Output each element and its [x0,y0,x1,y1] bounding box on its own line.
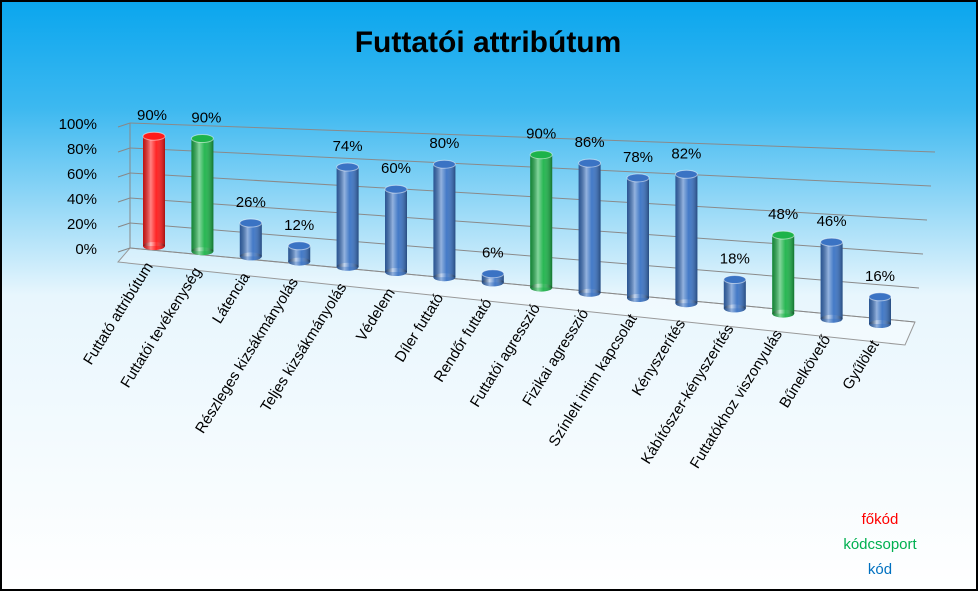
y-tick-label: 20% [67,216,97,233]
bar-shade [385,189,407,272]
value-label: 90% [191,109,221,126]
bar-bottom-shade [530,283,553,292]
bar-shade [627,177,649,298]
bar-top [190,134,214,144]
bar-top [432,159,456,169]
value-label: 74% [333,138,363,155]
bar-top [287,241,311,251]
y-tick-label: 100% [59,116,97,133]
value-label: 48% [768,206,798,223]
value-label: 26% [236,194,266,211]
bar-bottom-shade [288,257,311,266]
value-label: 16% [865,268,895,285]
y-tick-label: 0% [75,241,97,258]
bar-top [481,269,505,279]
value-label: 6% [482,245,504,262]
bar-top [142,131,166,141]
bar-top [771,230,795,240]
bar-bottom-shade [143,242,165,250]
bar-shade [239,223,262,257]
bar-bottom-shade [481,278,504,287]
value-label: 60% [381,160,411,177]
bar-shade [723,279,746,309]
value-label: 46% [817,213,847,230]
bar-bottom-shade [675,299,698,308]
bar-top [820,237,844,247]
legend-label: főkód [862,511,899,528]
bar-bottom-shade [627,294,649,302]
bar-bottom-shade [385,268,407,276]
bar-shade [675,174,698,304]
bar-bottom-shade [239,252,262,261]
bar-bottom-shade [578,288,601,297]
tick-mark [117,122,131,128]
bar-shade [336,167,359,267]
bar-bottom-shade [191,247,214,256]
value-label: 78% [623,149,653,166]
y-tick-label: 40% [67,191,97,208]
y-tick-label: 80% [67,141,97,158]
tick-mark [117,222,131,228]
y-tick-label: 60% [67,166,97,183]
value-label: 86% [575,134,605,151]
bar-top [384,184,408,194]
grid-line [129,172,928,221]
bar-top [674,169,698,179]
bar-bottom-shade [723,304,746,313]
bar-bottom-shade [869,320,891,328]
tick-mark [117,147,131,153]
bar-top [868,292,892,302]
value-label: 18% [720,250,750,267]
bar-bottom-shade [336,262,359,271]
bar-shade [433,164,456,278]
bar-shade [530,154,553,288]
tick-mark [117,172,131,178]
bar-top [239,218,263,228]
bar-bottom-shade [433,273,456,282]
bar-shade [143,136,165,246]
legend-label: kód [868,561,892,578]
value-label: 12% [284,217,314,234]
tick-mark [117,247,131,253]
bar-bottom-shade [820,314,843,323]
bar-top [529,150,553,160]
legend-label: kódcsoport [843,536,917,553]
value-label: 90% [137,107,167,124]
value-label: 80% [429,135,459,152]
bar-shade [820,242,843,319]
bar-top [336,162,360,172]
bar-shade [772,235,795,314]
bar-top [578,158,602,168]
bar-shade [191,138,214,252]
bar-shade [869,296,891,324]
bar-top [626,173,650,183]
value-label: 82% [671,145,701,162]
bar-bottom-shade [772,309,795,318]
grid-line [129,122,936,153]
chart-title: Futtatói attribútum [355,26,622,59]
bar-top [723,275,747,285]
tick-mark [117,197,131,203]
value-label: 90% [526,126,556,143]
bar-shade [578,163,601,293]
